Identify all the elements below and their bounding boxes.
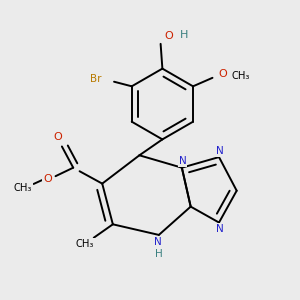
Text: O: O bbox=[218, 69, 227, 79]
Text: CH₃: CH₃ bbox=[75, 239, 94, 249]
Text: N: N bbox=[179, 156, 186, 166]
Text: O: O bbox=[53, 132, 62, 142]
Text: CH₃: CH₃ bbox=[232, 71, 250, 81]
Text: CH₃: CH₃ bbox=[14, 183, 32, 193]
Text: Br: Br bbox=[90, 74, 102, 83]
Text: H: H bbox=[179, 30, 188, 40]
Text: N: N bbox=[154, 237, 162, 247]
Text: O: O bbox=[164, 31, 173, 41]
Text: N: N bbox=[216, 146, 224, 156]
Text: O: O bbox=[43, 174, 52, 184]
Text: N: N bbox=[216, 224, 224, 234]
Text: H: H bbox=[155, 249, 163, 260]
